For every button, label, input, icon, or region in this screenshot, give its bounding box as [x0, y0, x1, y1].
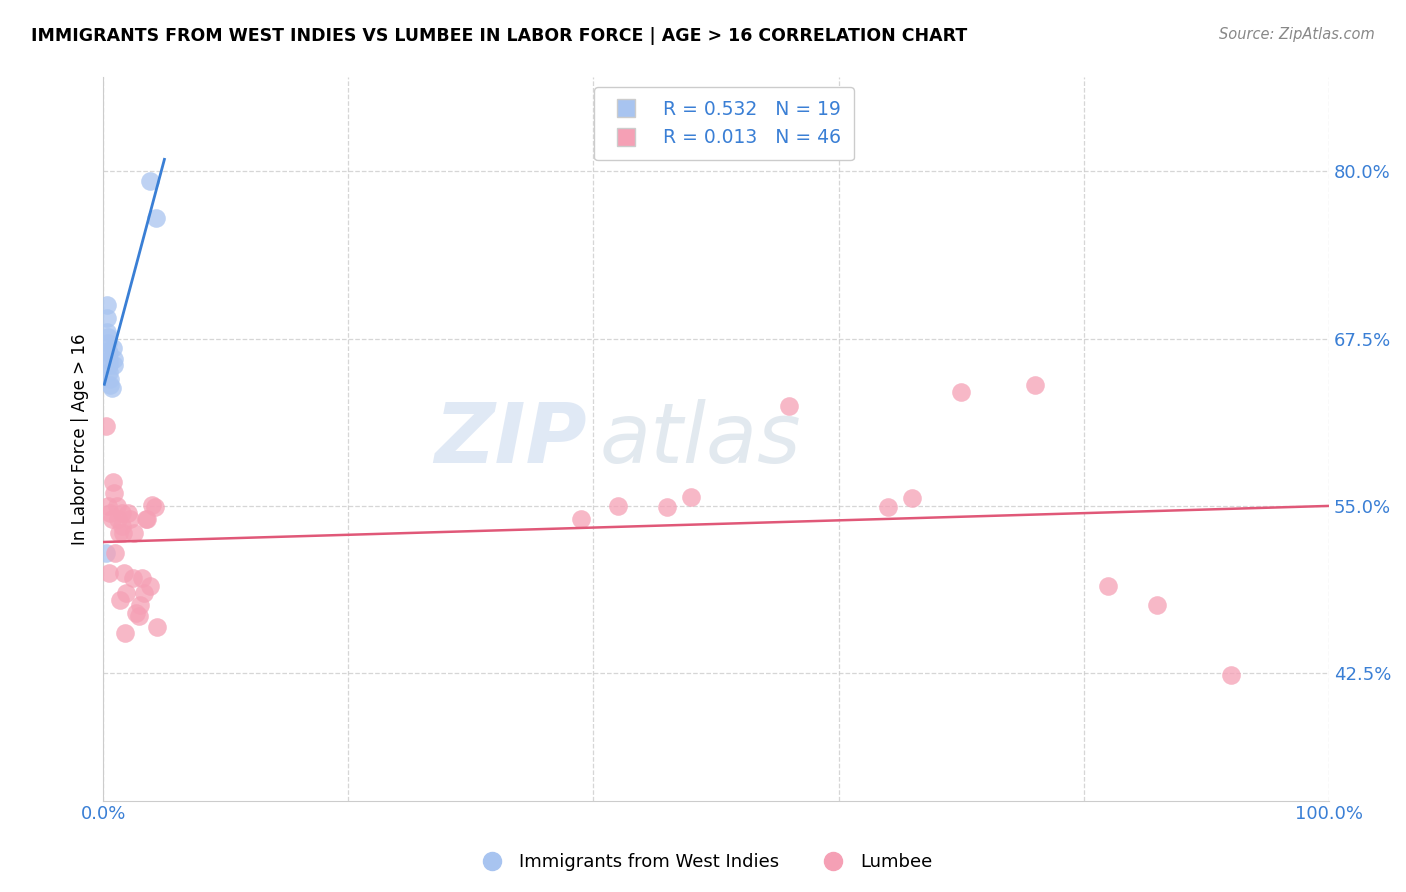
Point — [98, 566, 121, 580]
Point — [114, 626, 136, 640]
Point — [104, 546, 127, 560]
Point — [1097, 579, 1119, 593]
Text: IMMIGRANTS FROM WEST INDIES VS LUMBEE IN LABOR FORCE | AGE > 16 CORRELATION CHAR: IMMIGRANTS FROM WEST INDIES VS LUMBEE IN… — [31, 27, 967, 45]
Point — [97, 343, 120, 358]
Point — [143, 500, 166, 515]
Point — [901, 491, 924, 505]
Point — [98, 365, 121, 379]
Point — [103, 485, 125, 500]
Point — [100, 372, 122, 386]
Point — [138, 579, 160, 593]
Point — [96, 325, 118, 339]
Point — [120, 512, 142, 526]
Point — [96, 298, 118, 312]
Y-axis label: In Labor Force | Age > 16: In Labor Force | Age > 16 — [72, 334, 89, 545]
Point — [97, 335, 120, 350]
Point — [108, 525, 131, 540]
Point — [100, 512, 122, 526]
Point — [779, 399, 801, 413]
Point — [141, 498, 163, 512]
Point — [96, 311, 118, 326]
Point — [100, 381, 122, 395]
Legend:   R = 0.532   N = 19,   R = 0.013   N = 46: R = 0.532 N = 19, R = 0.013 N = 46 — [595, 87, 853, 161]
Point — [1146, 598, 1168, 612]
Point — [101, 341, 124, 355]
Point — [950, 385, 973, 400]
Point — [1219, 667, 1241, 681]
Point — [135, 512, 157, 526]
Point — [131, 571, 153, 585]
Point — [125, 606, 148, 620]
Point — [136, 512, 159, 526]
Point — [117, 506, 139, 520]
Point — [876, 500, 898, 515]
Point — [110, 506, 132, 520]
Point — [129, 598, 152, 612]
Point — [110, 519, 132, 533]
Point — [111, 525, 134, 540]
Point — [94, 418, 117, 433]
Point — [606, 499, 628, 513]
Text: ZIP: ZIP — [434, 399, 588, 480]
Point — [100, 506, 122, 520]
Point — [681, 490, 703, 504]
Point — [107, 512, 129, 526]
Point — [97, 499, 120, 513]
Point — [105, 499, 128, 513]
Point — [121, 571, 143, 585]
Text: Source: ZipAtlas.com: Source: ZipAtlas.com — [1219, 27, 1375, 42]
Point — [115, 586, 138, 600]
Point — [98, 353, 121, 368]
Legend: Immigrants from West Indies, Lumbee: Immigrants from West Indies, Lumbee — [467, 847, 939, 879]
Point — [138, 173, 160, 187]
Point — [1024, 378, 1046, 392]
Point — [97, 330, 120, 344]
Point — [146, 619, 169, 633]
Point — [569, 512, 592, 526]
Point — [103, 359, 125, 373]
Point — [103, 351, 125, 366]
Point — [100, 378, 122, 392]
Text: atlas: atlas — [599, 399, 801, 480]
Point — [110, 592, 132, 607]
Point — [98, 346, 121, 360]
Point — [94, 546, 117, 560]
Point — [128, 608, 150, 623]
Point — [112, 566, 135, 580]
Point — [122, 525, 145, 540]
Point — [655, 500, 678, 515]
Point — [145, 211, 167, 225]
Point — [132, 586, 155, 600]
Point — [101, 475, 124, 489]
Point — [98, 359, 121, 373]
